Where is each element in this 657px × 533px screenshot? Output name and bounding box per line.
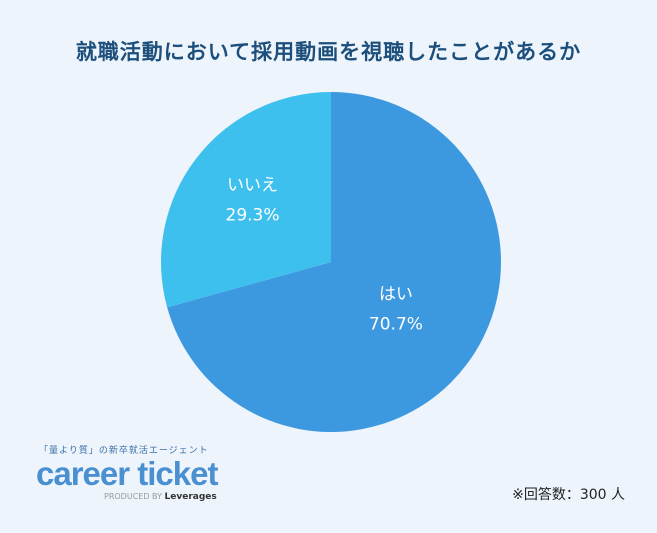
respondent-count-note: ※回答数：300 人 bbox=[512, 487, 625, 503]
logo-brand: career ticket bbox=[36, 455, 218, 492]
chart-title: 就職活動において採用動画を視聴したことがあるか bbox=[75, 40, 582, 64]
slice-label-1: いいえ bbox=[227, 175, 278, 195]
career-ticket-logo: 「量より質」の新卒就活エージェント career ticket PRODUCED… bbox=[36, 443, 218, 502]
produced-by-text: PRODUCED BY bbox=[104, 492, 162, 501]
slice-value-1: 29.3% bbox=[226, 205, 280, 225]
logo-tagline: 「量より質」の新卒就活エージェント bbox=[39, 446, 209, 456]
logo-produced-by: PRODUCED BY Leverages bbox=[104, 492, 217, 502]
pie-slice-1 bbox=[160, 92, 331, 308]
slice-value-0: 70.7% bbox=[369, 314, 423, 334]
company-name: Leverages bbox=[164, 492, 217, 502]
pie-slice-0 bbox=[167, 92, 501, 432]
slice-label-0: はい bbox=[379, 284, 413, 304]
